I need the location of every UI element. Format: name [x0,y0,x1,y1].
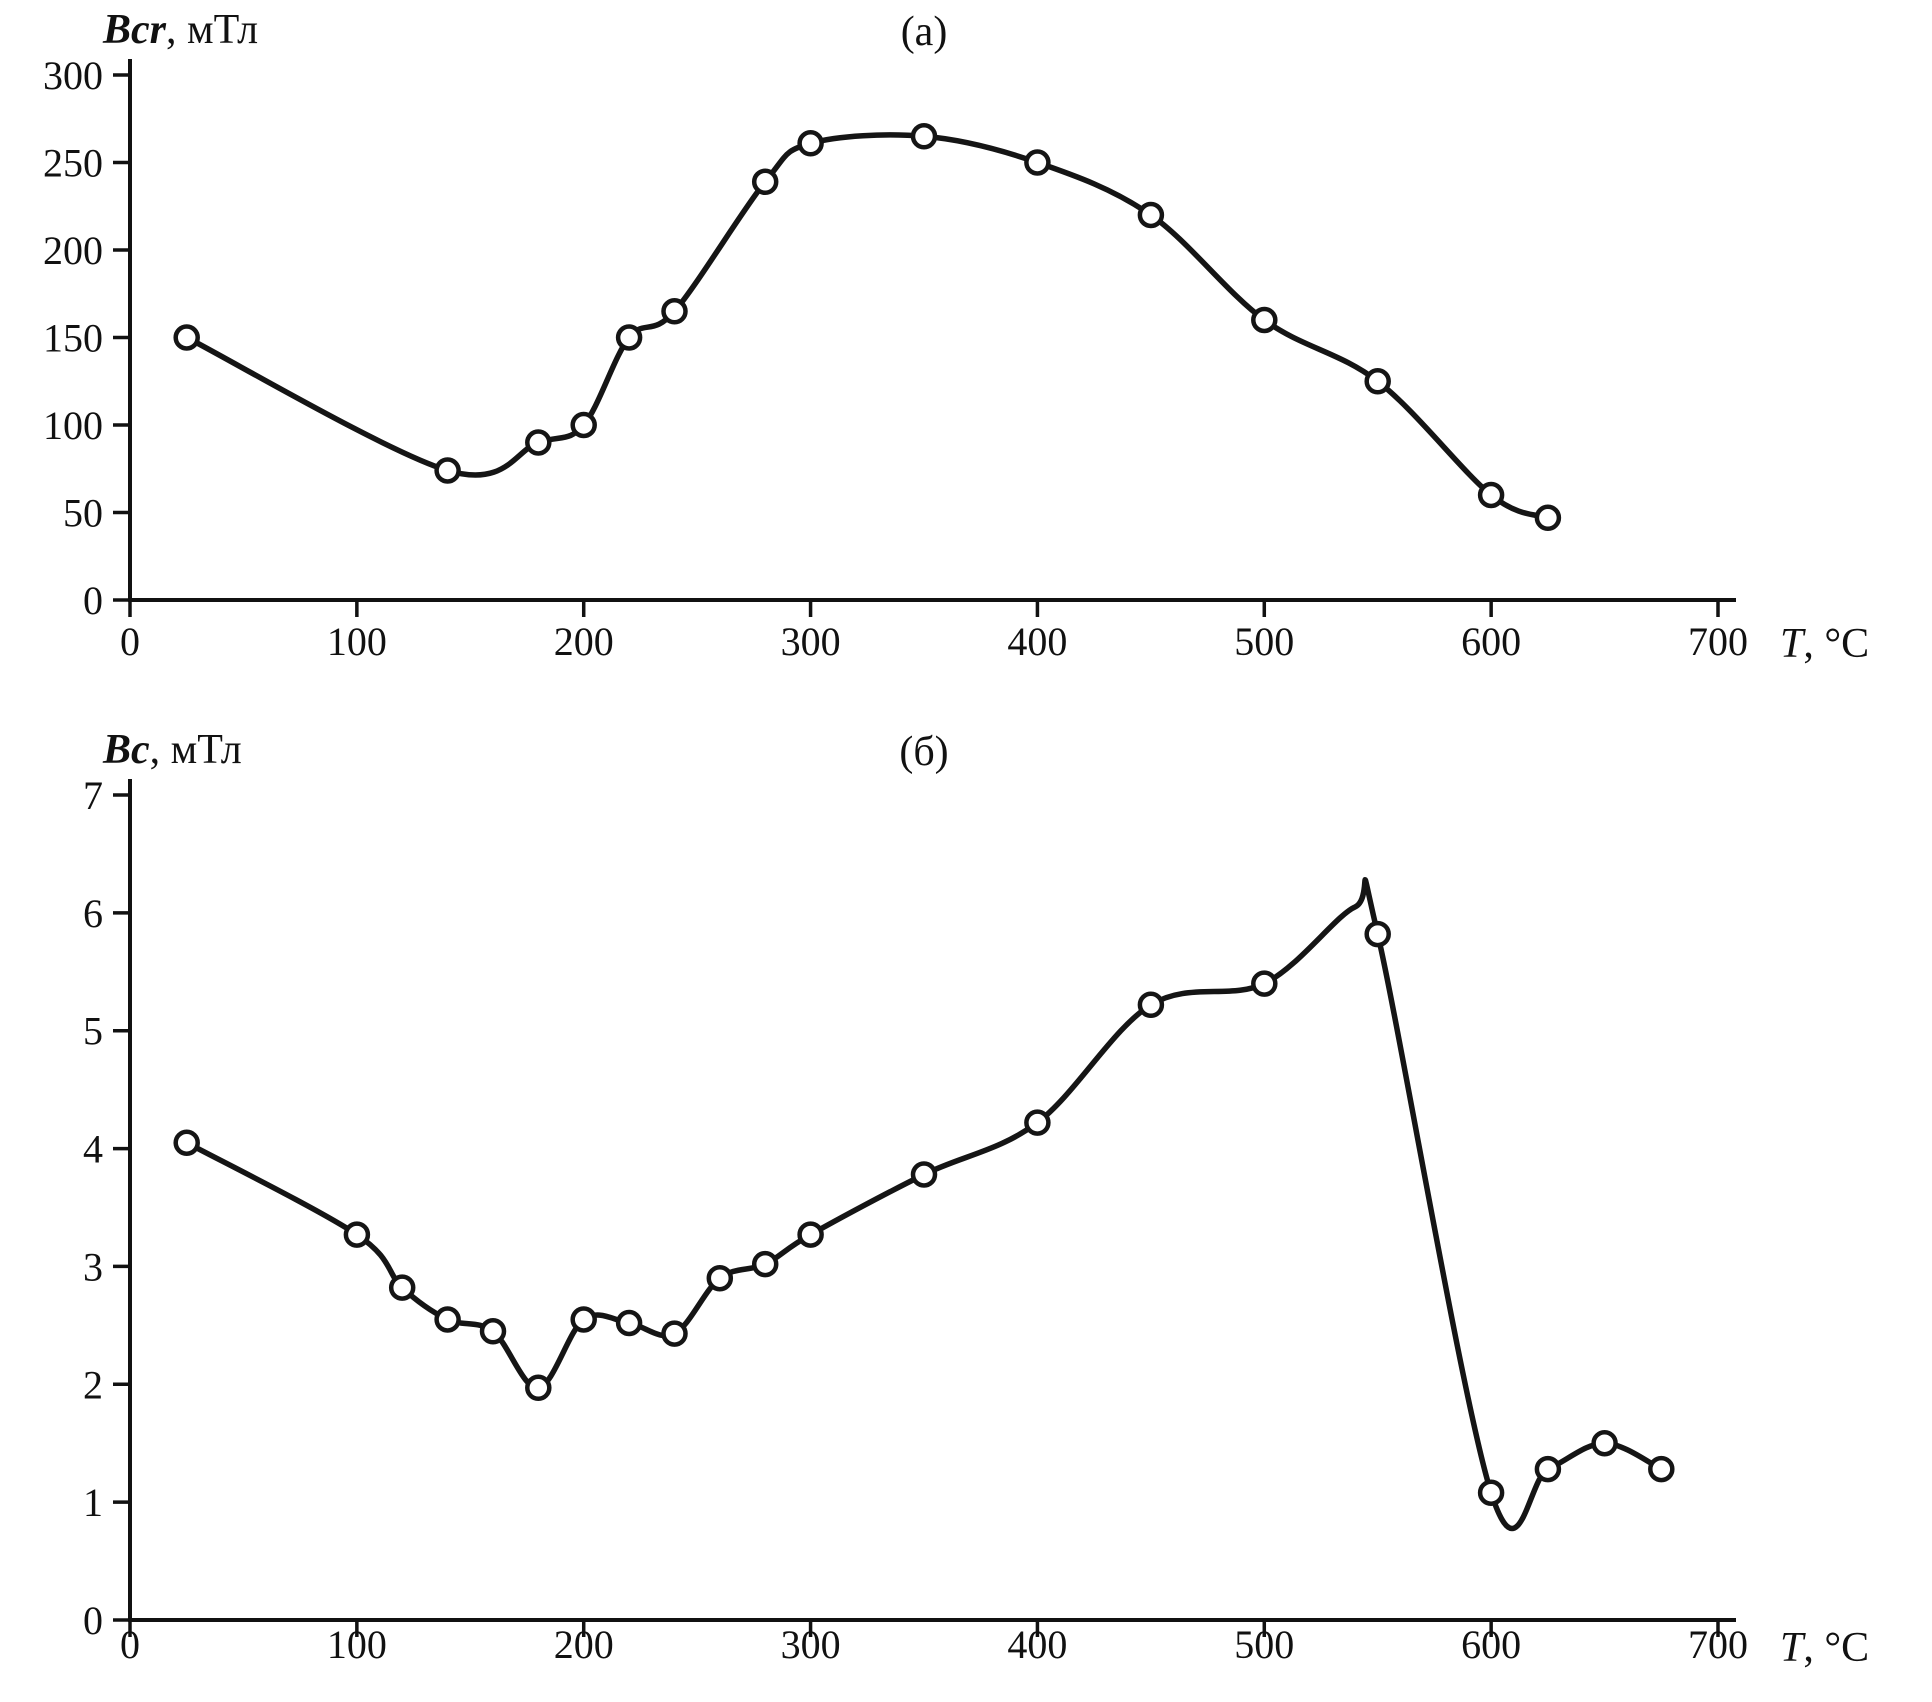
data-point-marker [570,1306,597,1333]
data-point-marker [525,429,552,456]
panel-b-y-unit: , мТл [149,727,242,773]
data-point-marker [706,1264,734,1292]
y-tick-label: 6 [83,891,103,936]
y-tick-label: 300 [43,53,103,98]
x-tick-label: 500 [1234,619,1294,664]
panel-b-plot: 0 1 2 3 4 5 6 7 0 100 200 300 400 500 600 700 [83,773,1748,1667]
panel-a: Bcr, мТл (а) 0 50 100 150 200 250 300 0 100 200 30… [0,0,1932,700]
data-point-marker [797,1221,824,1248]
data-point-marker [1024,1109,1051,1136]
y-tick-label: 150 [43,316,103,361]
x-tick-label: 0 [120,619,140,664]
panel-b-title: (б) [899,729,949,775]
data-point-marker [388,1274,416,1301]
data-point-marker [661,298,688,325]
x-tick-label: 600 [1461,1622,1521,1667]
data-point-marker [751,168,779,196]
data-point-marker [1137,991,1165,1019]
y-tick-label: 4 [83,1127,103,1172]
data-point-marker [1024,149,1051,176]
x-tick-label: 700 [1688,1622,1748,1667]
panel-a-y-unit: , мТл [166,7,259,53]
y-tick-label: 5 [83,1009,103,1054]
y-tick-label: 50 [63,491,103,536]
panel-a-plot: 0 50 100 150 200 250 300 0 100 200 300 400 500 600 700 [43,53,1748,664]
data-point-marker [173,324,200,351]
data-point-marker [525,1374,552,1402]
data-point-marker [615,324,643,351]
panel-b-x-axis-title: T, °C [1780,1624,1869,1672]
y-tick-label: 0 [83,1598,103,1643]
x-tick-label: 300 [781,619,841,664]
data-point-marker [751,1250,779,1278]
data-point-marker [1251,306,1278,334]
x-tick-label: 300 [781,1622,841,1667]
x-tick-label: 700 [1688,619,1748,664]
data-point-marker [661,1320,688,1347]
data-point-marker [570,411,597,439]
panel-a-y-variable: Bcr [103,7,166,53]
data-point-marker [343,1221,371,1248]
panel-a-x-variable: T [1780,621,1804,667]
x-tick-label: 400 [1007,619,1067,664]
panel-b-x-unit: , °C [1803,1625,1870,1671]
y-tick-label: 2 [83,1362,103,1407]
y-tick-label: 100 [43,403,103,448]
y-tick-label: 1 [83,1480,103,1525]
data-point-marker [910,1161,938,1188]
data-point-marker [434,457,461,484]
data-point-marker [1364,920,1391,948]
panel-b-y-axis-title: Bc, мТл [103,726,242,774]
data-point-marker [910,123,938,150]
y-tick-label: 7 [83,773,103,818]
data-point-marker [1364,368,1391,395]
x-tick-label: 100 [327,1622,387,1667]
data-line [183,877,1665,1531]
x-tick-label: 500 [1234,1622,1294,1667]
data-point-marker [1591,1429,1618,1457]
data-point-marker [479,1318,507,1345]
data-point-marker [1251,970,1278,997]
panel-a-title: (а) [900,9,948,55]
data-line [183,132,1551,521]
panel-a-x-unit: , °C [1803,621,1870,667]
panel-b: Bc, мТл (б) 0 1 2 3 4 5 6 7 0 100 200 300 400 500 600 7… [0,700,1932,1702]
data-point-marker [1534,504,1562,532]
panel-b-x-variable: T [1780,1625,1804,1671]
y-tick-label: 200 [43,228,103,273]
x-tick-label: 0 [120,1622,140,1667]
panel-a-y-axis-title: Bcr, мТл [103,6,258,54]
y-tick-label: 250 [43,141,103,186]
panel-b-y-variable: Bc [103,727,150,773]
data-point-marker [615,1309,643,1337]
data-point-marker [434,1306,461,1333]
x-tick-label: 600 [1461,619,1521,664]
data-point-marker [1137,201,1165,229]
panel-a-x-axis-title: T, °C [1780,620,1869,668]
x-tick-label: 200 [554,1622,614,1667]
data-point-marker [1534,1455,1562,1483]
data-point-marker [797,130,824,157]
data-point-marker [173,1129,200,1156]
x-tick-label: 200 [554,619,614,664]
x-tick-label: 400 [1007,1622,1067,1667]
y-tick-label: 3 [83,1244,103,1289]
data-point-marker [1648,1455,1675,1483]
y-tick-label: 0 [83,578,103,623]
x-tick-label: 100 [327,619,387,664]
data-point-marker [1477,1479,1505,1506]
data-point-marker [1477,481,1505,509]
